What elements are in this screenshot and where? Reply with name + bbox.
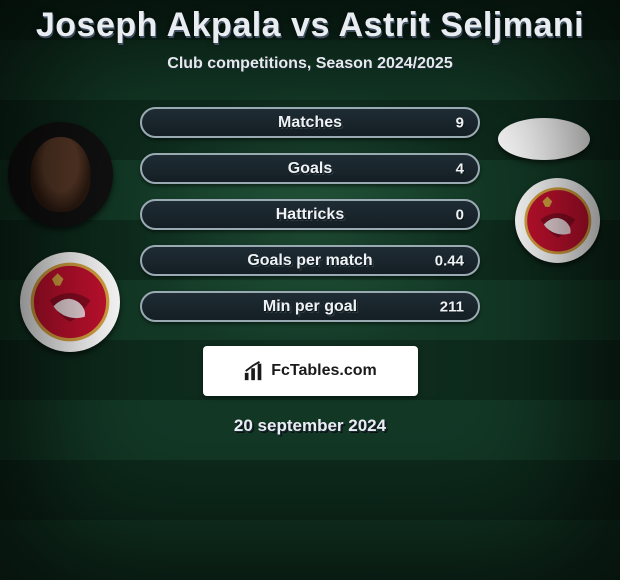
stat-pill-hattricks: Hattricks 0 [140,199,480,230]
stat-value: 4 [456,160,464,177]
main-content: Joseph Akpala vs Astrit Seljmani Club co… [0,0,620,436]
brand-text: FcTables.com [271,362,377,380]
stat-label: Matches [142,114,478,132]
stat-pill-matches: Matches 9 [140,107,480,138]
page-title: Joseph Akpala vs Astrit Seljmani [0,6,620,45]
stat-value: 0.44 [435,252,464,269]
stat-pill-gpm: Goals per match 0.44 [140,245,480,276]
stat-label: Goals [142,160,478,178]
stat-value: 9 [456,114,464,131]
stat-pill-stack: Matches 9 Goals 4 Hattricks 0 Goals per … [140,107,480,322]
stat-pill-goals: Goals 4 [140,153,480,184]
stat-value: 211 [440,298,464,315]
subtitle: Club competitions, Season 2024/2025 [0,55,620,73]
brand-box: FcTables.com [203,346,418,396]
stat-label: Goals per match [142,252,478,270]
fctables-logo-icon [243,360,265,382]
date-stamp: 20 september 2024 [0,416,620,436]
stat-pill-mpg: Min per goal 211 [140,291,480,322]
stat-label: Hattricks [142,206,478,224]
stat-value: 0 [456,206,464,223]
stat-label: Min per goal [142,298,478,316]
